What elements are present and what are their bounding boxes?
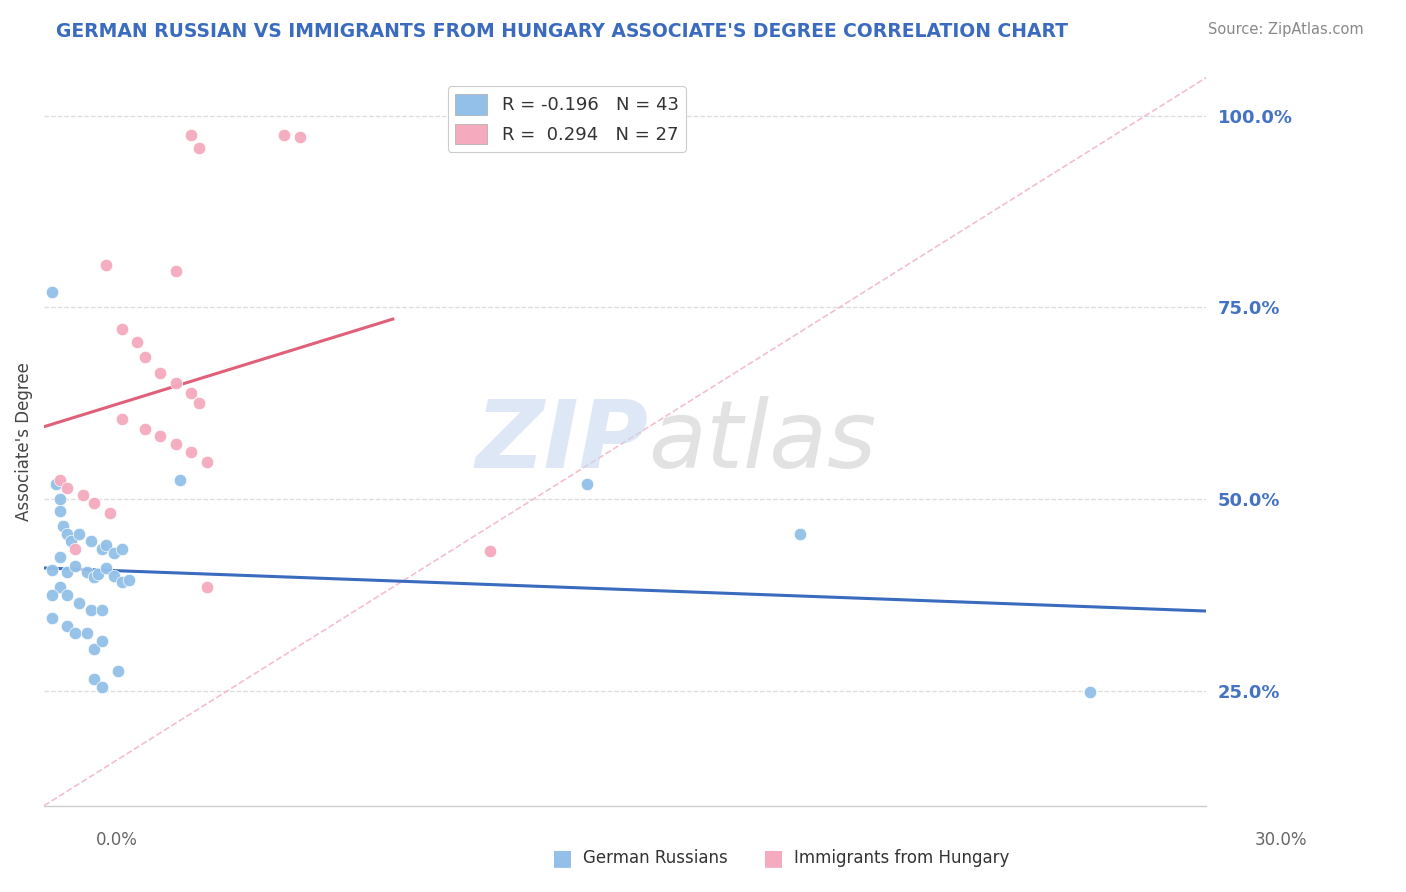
Point (56, 565, 79, 579)
Text: ■: ■ (763, 848, 783, 868)
Point (134, 421, 156, 435)
Text: atlas: atlas (648, 396, 877, 487)
Text: ZIP: ZIP (475, 395, 648, 488)
Point (63, 559, 86, 574)
Legend: R = -0.196   N = 43, R =  0.294   N = 27: R = -0.196 N = 43, R = 0.294 N = 27 (447, 87, 686, 152)
Point (56, 588, 79, 602)
Point (83, 570, 105, 584)
Point (67, 595, 90, 609)
Point (41, 588, 63, 602)
Point (91, 680, 114, 694)
Point (188, 396, 211, 410)
Point (63, 541, 86, 556)
Point (789, 526, 811, 541)
Point (134, 350, 156, 364)
Point (94, 538, 117, 552)
Point (56, 481, 79, 495)
Text: German Russians: German Russians (583, 849, 728, 867)
Point (48, 580, 70, 594)
Point (1078, 685, 1101, 699)
Point (110, 322, 132, 336)
Point (195, 455, 218, 469)
Point (107, 665, 129, 679)
Point (94, 561, 117, 575)
Point (67, 526, 90, 541)
Point (45, 476, 67, 491)
Point (195, 580, 218, 594)
Point (169, 473, 191, 487)
Point (83, 496, 105, 510)
Point (41, 563, 63, 577)
Point (63, 626, 86, 640)
Text: Source: ZipAtlas.com: Source: ZipAtlas.com (1208, 22, 1364, 37)
Point (94, 258, 117, 272)
Point (127, 334, 149, 349)
Point (273, 128, 295, 142)
Point (103, 568, 125, 582)
Text: 30.0%: 30.0% (1256, 831, 1308, 849)
Point (149, 429, 172, 443)
Point (188, 141, 211, 155)
Point (56, 618, 79, 632)
Point (288, 130, 311, 145)
Text: ■: ■ (553, 848, 572, 868)
Text: 0.0%: 0.0% (96, 831, 138, 849)
Point (91, 603, 114, 617)
Point (180, 128, 202, 142)
Point (149, 366, 172, 380)
Point (83, 641, 105, 656)
Point (60, 534, 83, 549)
Point (48, 473, 70, 487)
Point (72, 488, 94, 502)
Point (110, 541, 132, 556)
Point (165, 437, 187, 451)
Point (118, 573, 141, 587)
Point (110, 411, 132, 425)
Point (575, 476, 598, 491)
Point (165, 376, 187, 390)
Point (98, 506, 121, 520)
Point (48, 503, 70, 517)
Point (103, 546, 125, 560)
Point (79, 603, 101, 617)
Text: GERMAN RUSSIAN VS IMMIGRANTS FROM HUNGARY ASSOCIATE'S DEGREE CORRELATION CHART: GERMAN RUSSIAN VS IMMIGRANTS FROM HUNGAR… (56, 22, 1069, 41)
Point (52, 519, 75, 533)
Point (48, 549, 70, 564)
Text: Immigrants from Hungary: Immigrants from Hungary (794, 849, 1010, 867)
Point (165, 263, 187, 277)
Point (56, 526, 79, 541)
Point (48, 491, 70, 506)
Point (41, 611, 63, 625)
Point (478, 544, 501, 558)
Point (91, 541, 114, 556)
Point (110, 574, 132, 589)
Point (76, 565, 98, 579)
Point (87, 567, 110, 582)
Point (180, 444, 202, 458)
Point (41, 285, 63, 299)
Point (76, 626, 98, 640)
Y-axis label: Associate's Degree: Associate's Degree (15, 362, 32, 521)
Point (83, 672, 105, 686)
Point (91, 633, 114, 648)
Point (180, 386, 202, 401)
Point (79, 534, 101, 549)
